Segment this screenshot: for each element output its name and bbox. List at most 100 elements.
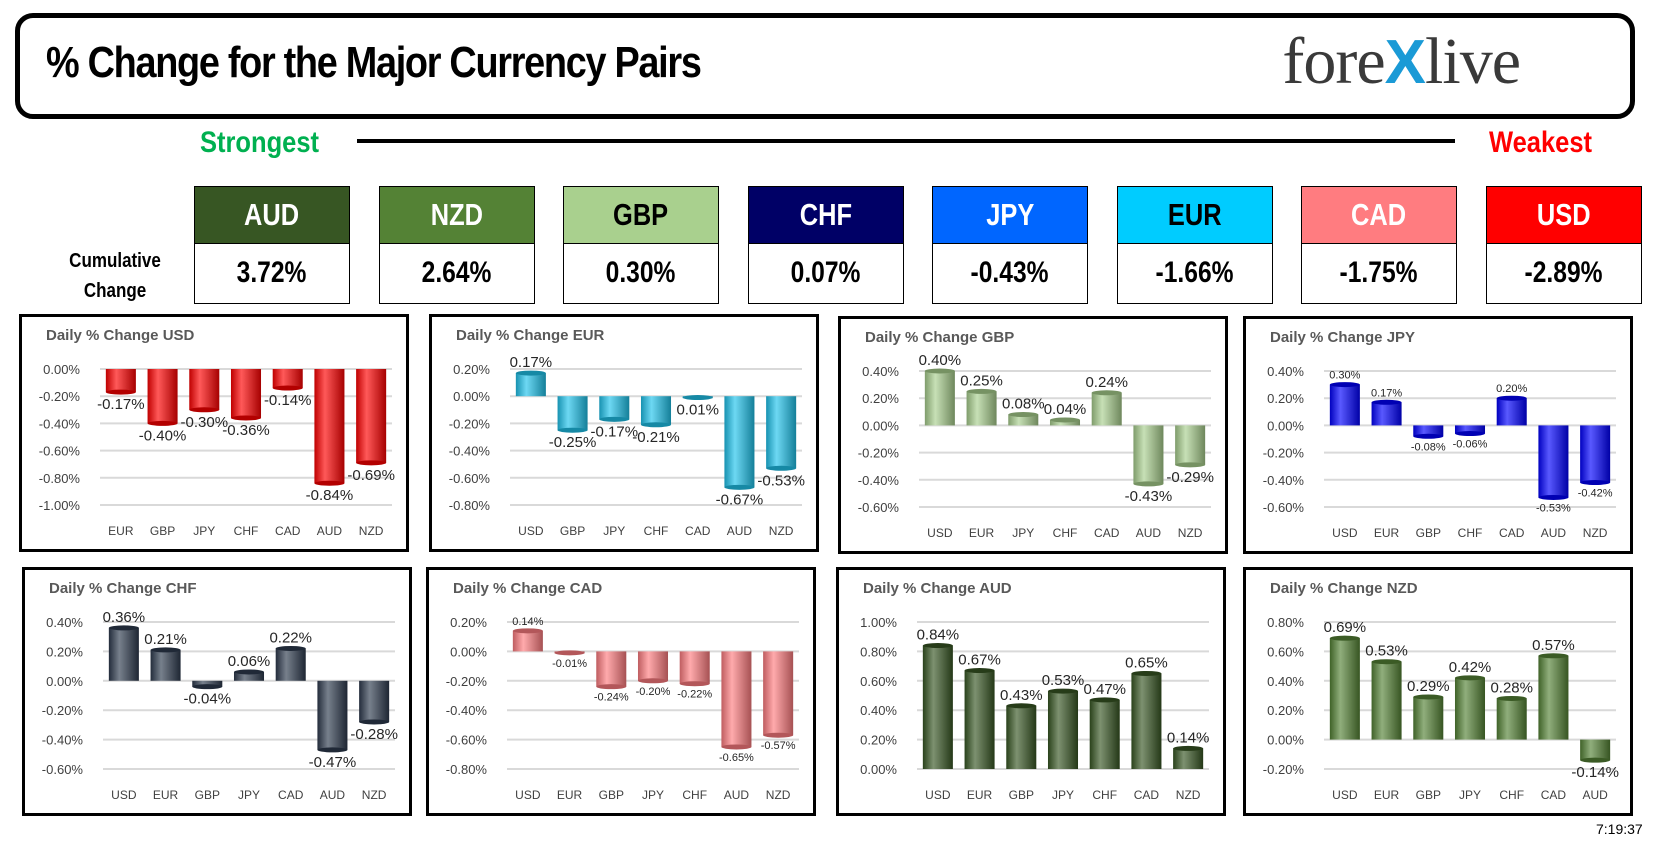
bar-cap: [1008, 412, 1039, 418]
bar: [1454, 425, 1486, 434]
cumulative-box-cad: CAD -1.75%: [1301, 186, 1457, 304]
data-label: -0.28%: [350, 726, 398, 743]
bar-cap: [682, 395, 713, 401]
y-tick-label: -0.40%: [39, 416, 81, 431]
bar-cap: [1538, 653, 1569, 659]
data-label: -0.08%: [1411, 441, 1446, 453]
y-tick-label: -0.60%: [446, 733, 488, 748]
data-label: 0.84%: [917, 627, 960, 644]
x-category-label: AUD: [1582, 788, 1608, 802]
cumulative-box-usd: USD -2.89%: [1485, 186, 1642, 304]
x-category-label: AUD: [320, 788, 346, 802]
cumulative-box-gbp: GBP 0.30%: [563, 186, 719, 304]
bar-cap: [557, 427, 588, 433]
x-category-label: NZD: [1176, 788, 1201, 802]
y-tick-label: -0.20%: [39, 389, 81, 404]
strength-scale-line: [357, 139, 1455, 143]
data-label: -0.14%: [1571, 764, 1619, 781]
x-category-label: NZD: [359, 524, 384, 538]
bar: [922, 645, 953, 769]
bar-cap: [724, 484, 755, 490]
bar-cap: [964, 668, 995, 674]
y-tick-label: 0.20%: [46, 644, 83, 659]
bar: [233, 671, 265, 681]
bar: [1091, 392, 1122, 426]
bar-cap: [554, 650, 585, 656]
bar: [599, 396, 630, 420]
bar-cap: [1371, 659, 1402, 665]
bar-cap: [1496, 695, 1527, 701]
x-category-label: CAD: [1499, 526, 1525, 540]
chart-title: Daily % Change NZD: [1270, 580, 1418, 597]
bar: [1329, 638, 1360, 740]
bar-cap: [966, 388, 997, 394]
chart-plot: 0.00% -0.20% -0.40% -0.60% -0.80% -1.00% -0.17…: [39, 362, 395, 538]
bar: [721, 651, 752, 747]
bar-cap: [599, 416, 630, 422]
x-category-label: USD: [925, 788, 951, 802]
data-label: 0.04%: [1044, 401, 1087, 418]
bar: [964, 670, 995, 769]
bar: [1538, 655, 1569, 740]
y-tick-label: 0.20%: [1267, 703, 1304, 718]
bar-cap: [314, 480, 345, 486]
y-tick-label: 0.00%: [860, 762, 897, 777]
x-category-label: EUR: [557, 788, 583, 802]
y-tick-label: -0.40%: [446, 703, 488, 718]
x-category-label: CAD: [275, 524, 301, 538]
cumulative-box-eur: EUR -1.66%: [1116, 186, 1273, 304]
data-label: 0.40%: [919, 352, 962, 369]
x-category-label: CHF: [1499, 788, 1524, 802]
bar-cap: [1371, 399, 1402, 405]
data-label: -0.43%: [1125, 488, 1173, 505]
cumulative-value: 2.64%: [421, 256, 492, 289]
bar: [679, 651, 710, 684]
data-label: -0.25%: [549, 434, 597, 451]
bar-cap: [763, 732, 794, 738]
data-label: 0.29%: [1407, 678, 1450, 695]
y-tick-label: 0.40%: [862, 364, 899, 379]
bar: [1538, 425, 1569, 498]
y-tick-label: -0.20%: [1263, 446, 1305, 461]
x-category-label: CHF: [1053, 526, 1078, 540]
x-category-label: JPY: [238, 788, 260, 802]
x-category-label: CAD: [685, 524, 711, 538]
bar-cap: [150, 647, 181, 653]
data-label: -0.42%: [1578, 488, 1613, 500]
bar-cap: [596, 684, 627, 690]
currency-header: EUR: [1117, 187, 1272, 244]
x-category-label: NZD: [769, 524, 794, 538]
chart-plot: 0.80% 0.60% 0.40% 0.20% 0.00% -0.20% 0.69% USD 0…: [1263, 615, 1619, 802]
data-label: -0.36%: [222, 422, 270, 439]
y-tick-label: 0.00%: [1267, 733, 1304, 748]
x-category-label: CHF: [1092, 788, 1117, 802]
data-label: -0.21%: [632, 429, 680, 446]
x-category-label: EUR: [1374, 526, 1400, 540]
bar-cap: [1091, 390, 1122, 396]
x-category-label: GBP: [599, 788, 624, 802]
x-category-label: GBP: [1416, 788, 1441, 802]
y-tick-label: 0.00%: [862, 418, 899, 433]
bar: [1006, 705, 1037, 769]
data-label: 0.42%: [1449, 659, 1492, 676]
x-category-label: CHF: [234, 524, 259, 538]
bar: [724, 396, 755, 488]
bar: [1413, 425, 1444, 437]
x-category-label: JPY: [193, 524, 215, 538]
chart-plot: 0.20% 0.00% -0.20% -0.40% -0.60% -0.80% 0.17% U…: [449, 354, 805, 538]
cumulative-box-aud: AUD 3.72%: [194, 186, 350, 304]
bar: [637, 651, 669, 681]
bar: [147, 369, 178, 424]
bar-cap: [272, 385, 303, 391]
bar: [1371, 661, 1402, 740]
data-label: -0.14%: [264, 392, 312, 409]
chart-nzd: Daily % Change NZD 0.80% 0.60% 0.40% 0.20% 0.…: [1243, 567, 1633, 816]
bar: [189, 369, 220, 410]
bar-cap: [1454, 431, 1486, 437]
bar-cap: [189, 407, 220, 413]
bar: [105, 369, 136, 393]
y-tick-label: -0.60%: [449, 471, 491, 486]
y-tick-label: -0.60%: [1263, 500, 1305, 515]
x-category-label: GBP: [560, 524, 585, 538]
bar-cap: [1496, 395, 1527, 401]
